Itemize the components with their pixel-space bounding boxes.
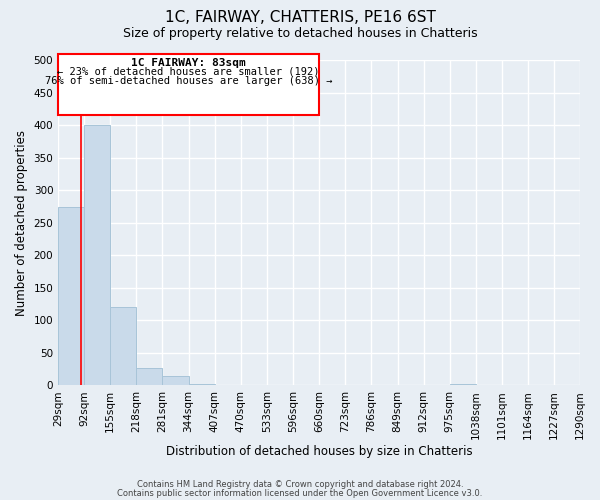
Text: Contains HM Land Registry data © Crown copyright and database right 2024.: Contains HM Land Registry data © Crown c… <box>137 480 463 489</box>
Bar <box>449 384 476 386</box>
Text: Size of property relative to detached houses in Chatteris: Size of property relative to detached ho… <box>122 28 478 40</box>
FancyBboxPatch shape <box>58 54 319 116</box>
Bar <box>188 384 215 386</box>
Bar <box>136 368 163 386</box>
Text: 1C FAIRWAY: 83sqm: 1C FAIRWAY: 83sqm <box>131 58 246 68</box>
Bar <box>84 125 110 386</box>
Y-axis label: Number of detached properties: Number of detached properties <box>15 130 28 316</box>
Text: 76% of semi-detached houses are larger (638) →: 76% of semi-detached houses are larger (… <box>45 76 332 86</box>
Text: ← 23% of detached houses are smaller (192): ← 23% of detached houses are smaller (19… <box>58 66 320 76</box>
Bar <box>58 206 84 386</box>
Bar <box>110 308 136 386</box>
Bar <box>163 376 188 386</box>
X-axis label: Distribution of detached houses by size in Chatteris: Distribution of detached houses by size … <box>166 444 472 458</box>
Text: 1C, FAIRWAY, CHATTERIS, PE16 6ST: 1C, FAIRWAY, CHATTERIS, PE16 6ST <box>164 10 436 25</box>
Text: Contains public sector information licensed under the Open Government Licence v3: Contains public sector information licen… <box>118 488 482 498</box>
